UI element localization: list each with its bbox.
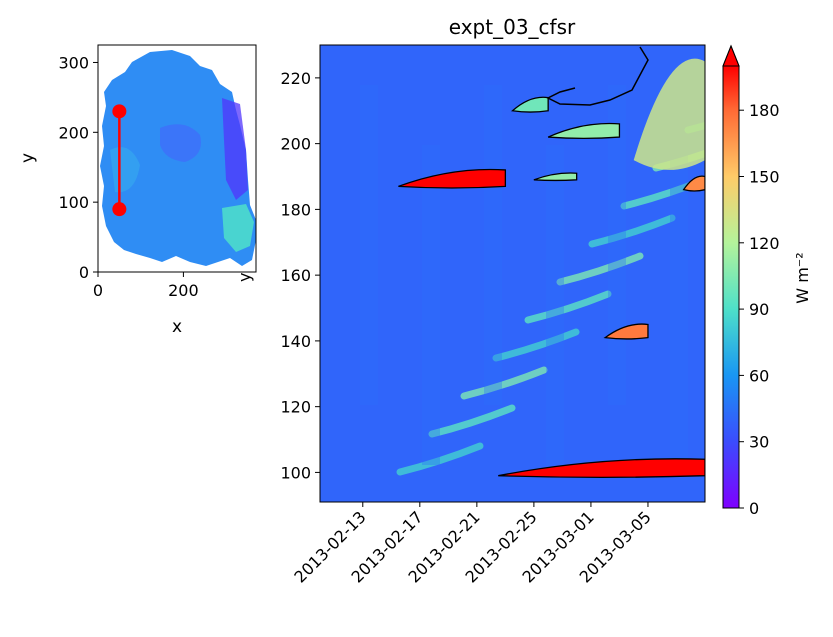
ice-patch-east <box>222 98 248 200</box>
colorbar-outline <box>722 44 740 509</box>
heatmap-band <box>670 145 688 465</box>
heatmap-field <box>320 45 705 502</box>
heatmap-feature <box>547 122 621 140</box>
map-ylabel: y <box>18 153 38 163</box>
heatmap-band <box>484 85 502 405</box>
heatmap-streak <box>556 252 644 286</box>
heatmap-streak <box>524 290 612 324</box>
map-ytick-label: 200 <box>58 123 89 142</box>
heatmap-panel: expt_03_cfsr 2013-02-132013-02-172013-02… <box>280 15 706 587</box>
colorbar-tick-label: 60 <box>749 366 769 385</box>
heatmap-axes-frame <box>319 44 706 503</box>
colorbar: 0 30 60 90 120 150 180 W m⁻² <box>722 44 812 518</box>
transect-endpoint <box>112 104 127 119</box>
heatmap-ytick-label: 120 <box>280 398 311 417</box>
transect <box>112 104 127 217</box>
heatmap-feature <box>633 58 705 170</box>
heatmap-streak <box>588 214 676 248</box>
heatmap-feature <box>511 96 549 113</box>
heatmap-streak <box>396 442 484 476</box>
heatmap-streak <box>460 366 548 400</box>
map-panel: 0 200 0 100 200 300 x y y <box>18 44 257 337</box>
ice-patch-light <box>110 147 140 193</box>
heatmap-feature <box>498 458 705 478</box>
colorbar-tick-label: 180 <box>749 101 780 120</box>
colorbar-tick-label: 150 <box>749 168 780 187</box>
map-partial-xtick-label: y <box>235 273 254 282</box>
transect-endpoint <box>112 202 127 217</box>
contour-line-upper-right <box>546 46 649 106</box>
colorbar-bar <box>723 66 739 508</box>
heatmap-ytick-label: 160 <box>280 266 311 285</box>
heatmap-ytick-label: 100 <box>280 463 311 482</box>
heatmap-features <box>398 58 705 478</box>
colorbar-tick-label: 0 <box>749 499 759 518</box>
heatmap-band <box>546 145 564 465</box>
heatmap-feature <box>682 175 705 192</box>
heatmap-ytick-label: 220 <box>280 69 311 88</box>
heatmap-background <box>320 45 705 502</box>
map-xlabel: x <box>172 317 182 337</box>
heatmap-ytick-label: 180 <box>280 200 311 219</box>
heatmap-band <box>360 85 378 405</box>
colorbar-tick-label: 90 <box>749 300 769 319</box>
colorbar-extend-max <box>722 44 740 67</box>
heatmap-streak <box>428 404 516 438</box>
colorbar-ticks: 0 30 60 90 120 150 180 <box>739 101 780 518</box>
colorbar-tick-label: 120 <box>749 234 780 253</box>
map-ticks: 0 200 0 100 200 300 <box>58 53 198 300</box>
map-ytick-label: 0 <box>79 263 89 282</box>
heatmap-feature <box>398 168 507 189</box>
ice-field <box>100 50 256 266</box>
heatmap-feature <box>533 172 578 182</box>
heatmap-ytick-label: 200 <box>280 135 311 154</box>
heatmap-feature <box>603 323 649 340</box>
map-ytick-label: 100 <box>58 193 89 212</box>
chart-title: expt_03_cfsr <box>449 15 576 39</box>
map-xtick-label: 0 <box>93 281 103 300</box>
colorbar-label: W m⁻² <box>793 252 812 303</box>
map-axes-frame <box>97 44 257 273</box>
ice-patch-warm <box>222 204 254 252</box>
colorbar-tick-label: 30 <box>749 433 769 452</box>
heatmap-band <box>422 145 440 465</box>
map-xtick-label: 200 <box>168 281 199 300</box>
heatmap-ytick-label: 140 <box>280 332 311 351</box>
heatmap-streak <box>492 328 580 362</box>
map-ytick-label: 300 <box>58 53 89 72</box>
ice-patch-dark <box>160 124 201 162</box>
heatmap-band <box>608 85 626 405</box>
